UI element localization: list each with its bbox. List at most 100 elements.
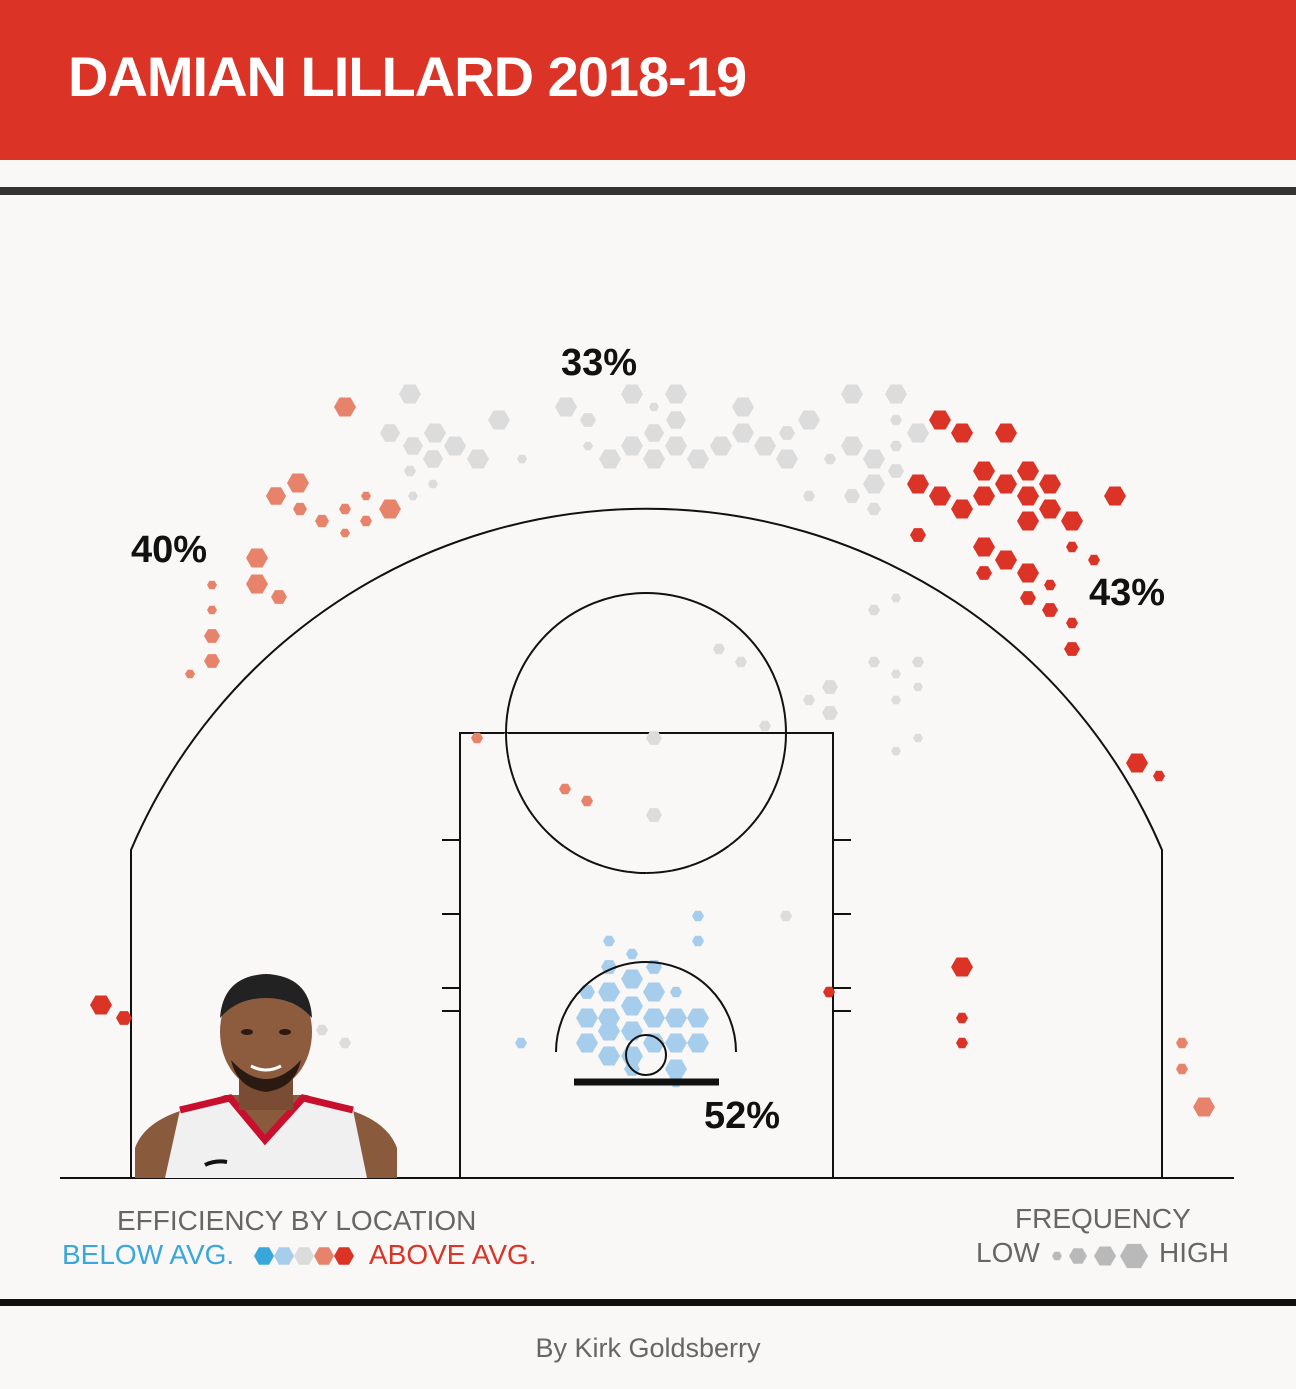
shot-hexagon [207,605,217,615]
below-average-label: BELOW AVG. [62,1239,235,1270]
shot-hexagon [973,537,995,557]
shot-hexagon [408,491,418,501]
shot-hexagon [1020,591,1036,605]
shot-hexagon [1104,486,1126,506]
shot-hexagon [517,454,527,464]
shot-hexagon [1017,563,1039,583]
shot-hexagon [334,397,356,417]
shot-hexagon [732,423,754,443]
shot-hexagon [649,402,659,412]
shot-hexagon [888,464,904,478]
shot-hexagon [1044,579,1056,591]
shot-hexagon [1176,1037,1188,1049]
shot-hexagon [759,720,771,732]
shot-hexagon [598,1021,620,1041]
bottom-rule [0,1299,1296,1306]
efficiency-swatches [254,1247,354,1265]
shot-hexagon [863,474,885,494]
shot-hexagon [732,397,754,417]
shot-hexagon [1088,554,1100,566]
shot-hexagon [890,440,902,452]
shot-hexagon [599,449,621,469]
frequency-legend-title: FREQUENCY [1015,1203,1191,1234]
shot-hexagon [643,982,665,1002]
shot-hexagon [1039,499,1061,519]
shot-hexagon [621,969,643,989]
chart-title: DAMIAN LILLARD 2018-19 [68,45,747,108]
shot-hexagon [890,414,902,426]
shot-hexagon [580,413,596,427]
above-average-label: ABOVE AVG. [369,1239,537,1270]
shot-hexagon [598,982,620,1002]
shot-hexagon [428,479,438,489]
shot-hexagon [576,1008,598,1028]
frequency-swatch-1 [1052,1251,1062,1261]
shot-hexagon [822,680,838,694]
shot-hexagon [885,384,907,404]
shot-hexagon [868,656,880,668]
shot-hexagon [995,423,1017,443]
top-rule [0,187,1296,195]
shot-hexagon [956,1037,968,1049]
shot-hexagon [687,1033,709,1053]
shot-hexagon [976,566,992,580]
shot-hexagon [710,436,732,456]
shot-hexagon [315,514,329,528]
shot-hexagon [555,397,577,417]
shot-hexagon [360,515,372,527]
shot-hexagon [951,499,973,519]
shot-hexagon [692,935,704,947]
shot-hexagon [665,1033,687,1053]
shot-hexagon [665,1059,687,1079]
shot-hexagon [1176,1063,1188,1075]
shot-hexagon [339,503,351,515]
three-point-line [130,507,1163,1178]
shot-hexagon [644,424,664,442]
shot-hexagon [956,1012,968,1024]
shot-hexagon [687,1008,709,1028]
shot-hexagon [910,528,926,542]
shot-hexagon [583,441,593,451]
shot-hexagon [735,656,747,668]
shot-hexagon [823,986,835,998]
shot-hexagon [891,746,901,756]
shot-hexagon [643,1033,665,1053]
shot-hexagon [204,654,220,668]
shot-hexagon [891,695,901,705]
shot-hexagon [404,465,416,477]
shot-hexagon [576,1033,598,1053]
shot-hexagon [912,656,924,668]
shot-hexagon [844,489,860,503]
shot-hexagon [340,528,350,538]
shot-hexagon [907,474,929,494]
shot-hexagon [646,808,662,822]
shot-hexagon [246,548,268,568]
shot-hexagon [643,1008,665,1028]
shot-hexagon [841,384,863,404]
shot-hexagon [692,910,704,922]
shot-hexagon [1039,474,1061,494]
shot-hexagon [559,783,571,795]
shot-hexagon [868,604,880,616]
shot-hexagon [891,593,901,603]
shot-hexagon [293,502,307,516]
shot-hexagon [90,995,112,1015]
shot-hexagon [379,499,401,519]
shot-hexagon [444,436,466,456]
shot-hexagon [687,449,709,469]
shot-hexagon [621,384,643,404]
shot-hexagon [995,474,1017,494]
shot-hexagon [754,436,776,456]
efficiency-legend-title: EFFICIENCY BY LOCATION [117,1205,477,1236]
shot-hexagon [1061,511,1083,531]
shot-hexagon [665,384,687,404]
shot-hexagon [929,486,951,506]
shot-hexagon [1066,617,1078,629]
zone-label-left-wing: 40% [131,529,207,571]
shot-hexagon [266,487,286,505]
player-headshot [135,974,397,1178]
shot-hexagon [339,1037,351,1049]
efficiency-swatch-above2 [334,1247,354,1265]
frequency-high-label: HIGH [1159,1237,1229,1268]
shot-hexagon [603,935,615,947]
